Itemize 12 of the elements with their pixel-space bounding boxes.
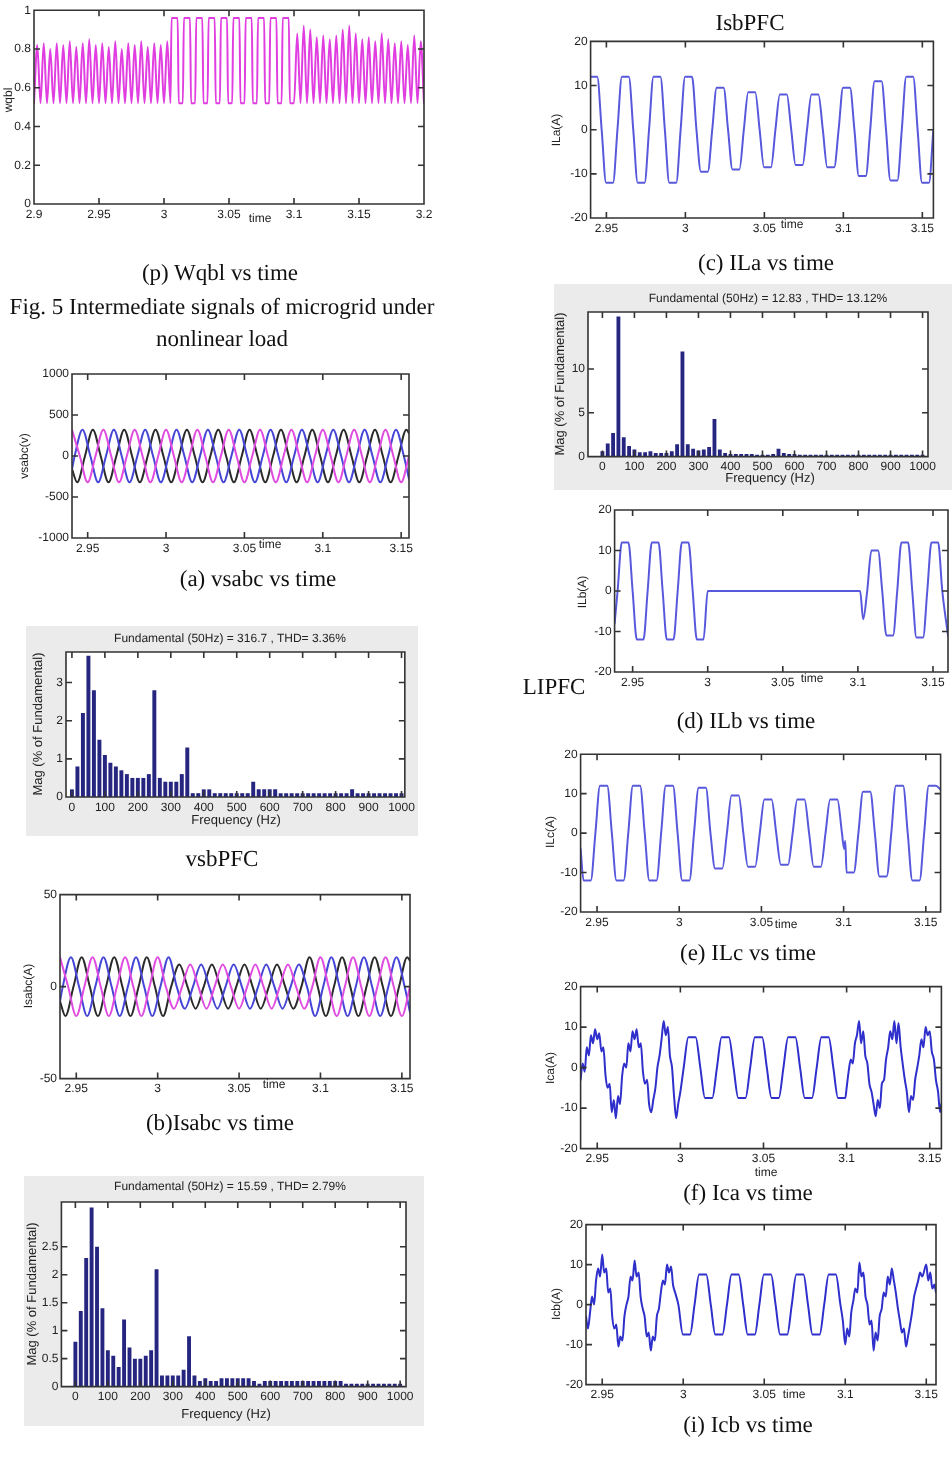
text: vsbPFC <box>185 845 259 876</box>
text: (b)Isabc vs time <box>145 1109 295 1140</box>
text: IsbPFC <box>715 9 785 40</box>
text: (i) Icb vs time <box>683 1412 813 1443</box>
caption: Fig. 5 Intermediate signals of microgrid under nonlinear load <box>7 293 437 356</box>
text: (c) ILa vs time <box>697 249 835 280</box>
text: (d) ILb vs time <box>676 707 816 738</box>
text: (a) vsabc vs time <box>179 565 337 596</box>
text: (f) Ica vs time <box>683 1179 813 1210</box>
text: (e) ILc vs time <box>679 939 817 970</box>
text: (p) Wqbl vs time <box>141 259 299 290</box>
text: LIPFC <box>522 673 586 704</box>
